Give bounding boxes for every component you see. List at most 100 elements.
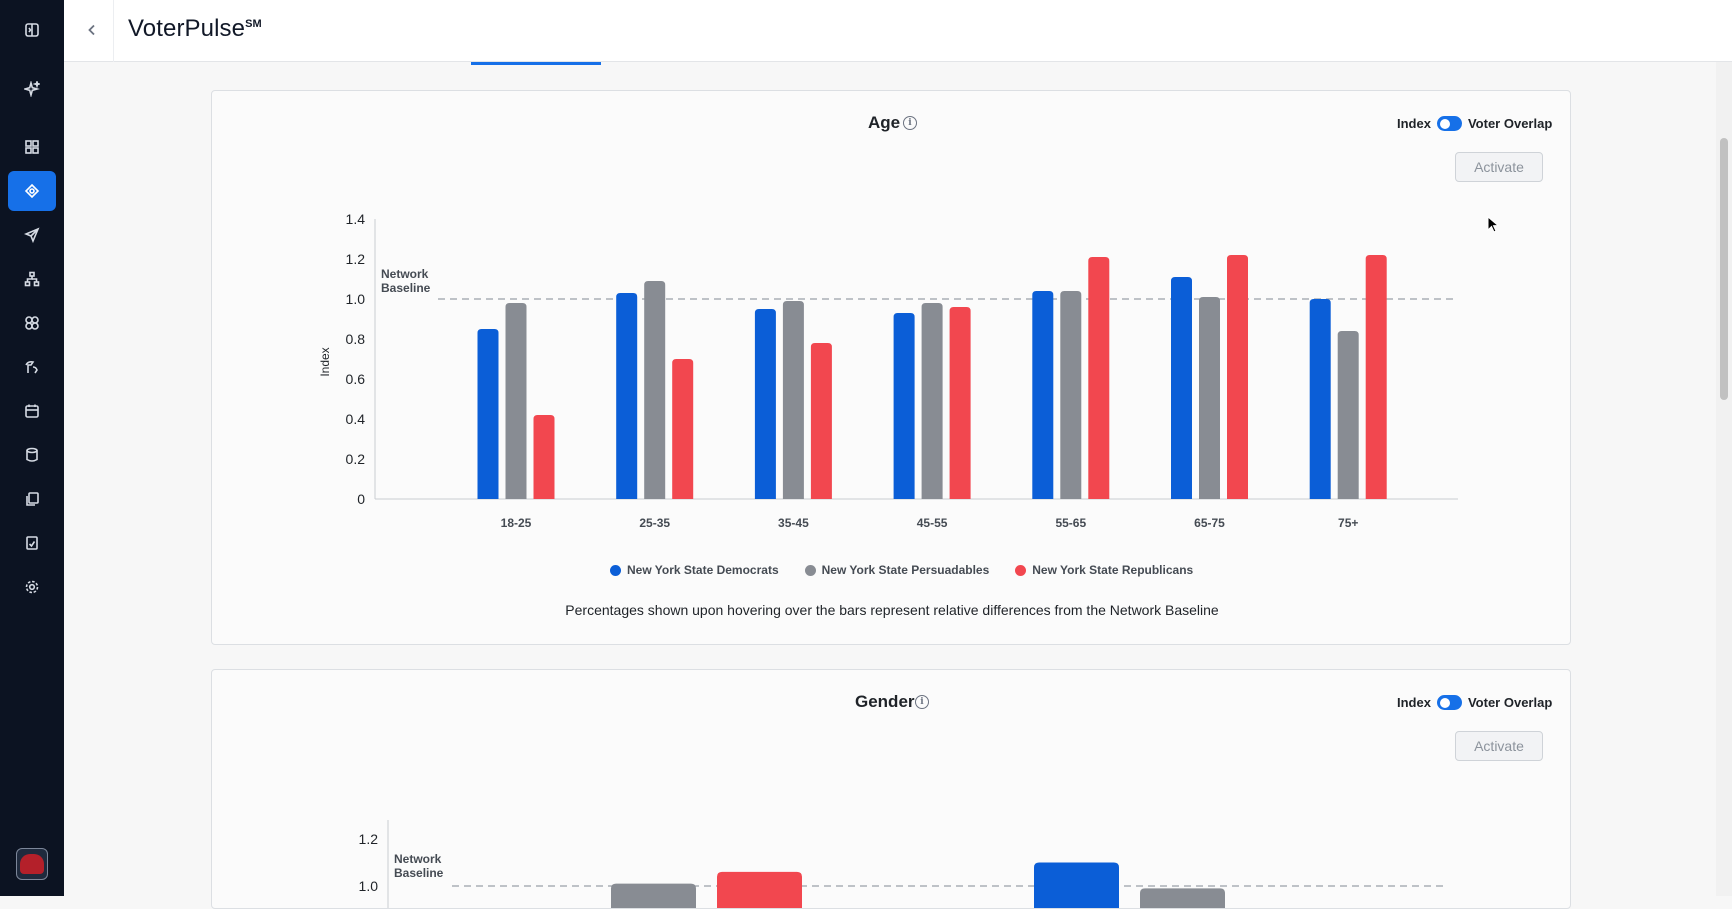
page-scrollbar-thumb[interactable] xyxy=(1720,138,1728,400)
sparkle-icon xyxy=(24,81,40,97)
sidebar-toggle-button[interactable] xyxy=(8,10,56,50)
settings-icon xyxy=(24,579,40,595)
bar xyxy=(1034,863,1119,909)
bar xyxy=(1227,255,1248,499)
app-title-text: VoterPulse xyxy=(128,15,245,42)
hierarchy-icon xyxy=(24,271,40,287)
sidebar-item-ai[interactable] xyxy=(8,69,56,109)
bar xyxy=(506,303,527,499)
chart-legend: New York State Democrats New York State P… xyxy=(610,563,1193,577)
bar xyxy=(1366,255,1387,499)
bar xyxy=(611,884,696,909)
sidebar-item-dashboard[interactable] xyxy=(8,127,56,167)
header-divider xyxy=(113,0,114,62)
bar xyxy=(717,872,802,909)
baseline-label-line2: Baseline xyxy=(381,281,431,295)
bar xyxy=(1032,291,1053,499)
avatar[interactable] xyxy=(16,848,48,880)
sidebar-item-settings[interactable] xyxy=(8,567,56,607)
sidebar-item-reports[interactable] xyxy=(8,523,56,563)
active-tab-indicator xyxy=(471,62,601,65)
x-tick-label: 35-45 xyxy=(778,516,809,530)
database-icon xyxy=(24,447,40,463)
dashboard-icon xyxy=(24,139,40,155)
copy-docs-icon xyxy=(24,491,40,507)
bar xyxy=(1060,291,1081,499)
x-tick-label: 65-75 xyxy=(1194,516,1225,530)
y-tick-label: 0 xyxy=(357,491,365,507)
segments-icon xyxy=(24,315,40,331)
sidebar-item-tools[interactable] xyxy=(8,347,56,387)
service-mark: SM xyxy=(245,18,262,30)
x-tick-label: 55-65 xyxy=(1055,516,1086,530)
legend-label: New York State Republicans xyxy=(1032,563,1193,577)
x-tick-label: 75+ xyxy=(1338,516,1358,530)
bar xyxy=(1088,257,1109,499)
chevron-left-icon xyxy=(86,24,98,36)
y-tick-label: 1.2 xyxy=(359,831,379,847)
top-header: VoterPulseSM xyxy=(64,0,1732,62)
bar xyxy=(1310,299,1331,499)
gender-chart-card: Gender i Index Voter Overlap Activate 1.… xyxy=(211,669,1571,909)
legend-dot xyxy=(805,565,816,576)
back-button[interactable] xyxy=(78,16,106,44)
y-tick-label: 0.2 xyxy=(346,451,366,467)
report-icon xyxy=(24,535,40,551)
bar xyxy=(922,303,943,499)
x-tick-label: 18-25 xyxy=(501,516,532,530)
bar xyxy=(1338,331,1359,499)
bar xyxy=(1199,297,1220,499)
legend-item[interactable]: New York State Republicans xyxy=(1015,563,1193,577)
sidebar-item-hierarchy[interactable] xyxy=(8,259,56,299)
baseline-label-line1: Network xyxy=(394,852,442,866)
y-tick-label: 0.6 xyxy=(346,371,366,387)
legend-dot xyxy=(610,565,621,576)
bar xyxy=(811,343,832,499)
chart-bars xyxy=(478,255,1387,499)
legend-item[interactable]: New York State Democrats xyxy=(610,563,779,577)
audience-target-icon xyxy=(24,183,40,199)
bar xyxy=(672,359,693,499)
baseline-label-line2: Baseline xyxy=(394,866,444,880)
y-tick-label: 1.0 xyxy=(346,291,366,307)
baseline-label-line1: Network xyxy=(381,267,429,281)
tools-icon xyxy=(24,359,40,375)
y-tick-label: 0.4 xyxy=(346,411,366,427)
y-tick-label: 1.0 xyxy=(359,878,379,894)
bar xyxy=(1171,277,1192,499)
sidebar-item-send[interactable] xyxy=(8,215,56,255)
send-icon xyxy=(24,227,40,243)
bar xyxy=(478,329,499,499)
age-bar-chart: 0 0.2 0.4 0.6 0.8 1.0 1.2 1.4 18-25 25-35 35-45 45-… xyxy=(212,91,1571,561)
legend-label: New York State Persuadables xyxy=(822,563,990,577)
page-title: VoterPulseSM xyxy=(128,15,262,43)
bar xyxy=(894,313,915,499)
y-axis-label: Index xyxy=(318,347,332,376)
sidebar-item-segments[interactable] xyxy=(8,303,56,343)
x-tick-label: 45-55 xyxy=(917,516,948,530)
y-tick-label: 0.8 xyxy=(346,331,366,347)
gender-bar-chart: 1.0 1.2 Network Baseline xyxy=(212,670,1571,909)
y-tick-label: 1.4 xyxy=(346,211,366,227)
bar xyxy=(534,415,555,499)
mouse-cursor-icon xyxy=(1487,216,1499,234)
sidebar-item-documents[interactable] xyxy=(8,479,56,519)
x-tick-label: 25-35 xyxy=(639,516,670,530)
bar xyxy=(950,307,971,499)
sidebar-item-audiences[interactable] xyxy=(8,171,56,211)
bar xyxy=(755,309,776,499)
y-tick-label: 1.2 xyxy=(346,251,366,267)
sidebar-item-calendar[interactable] xyxy=(8,391,56,431)
chart-bars xyxy=(611,863,1225,909)
legend-item[interactable]: New York State Persuadables xyxy=(805,563,990,577)
legend-label: New York State Democrats xyxy=(627,563,779,577)
sidebar-toggle-icon xyxy=(24,22,40,38)
bar xyxy=(644,281,665,499)
bar xyxy=(616,293,637,499)
legend-dot xyxy=(1015,565,1026,576)
sidebar xyxy=(0,0,64,896)
chart-footnote: Percentages shown upon hovering over the… xyxy=(212,602,1571,618)
sidebar-item-database[interactable] xyxy=(8,435,56,475)
calendar-icon xyxy=(24,403,40,419)
